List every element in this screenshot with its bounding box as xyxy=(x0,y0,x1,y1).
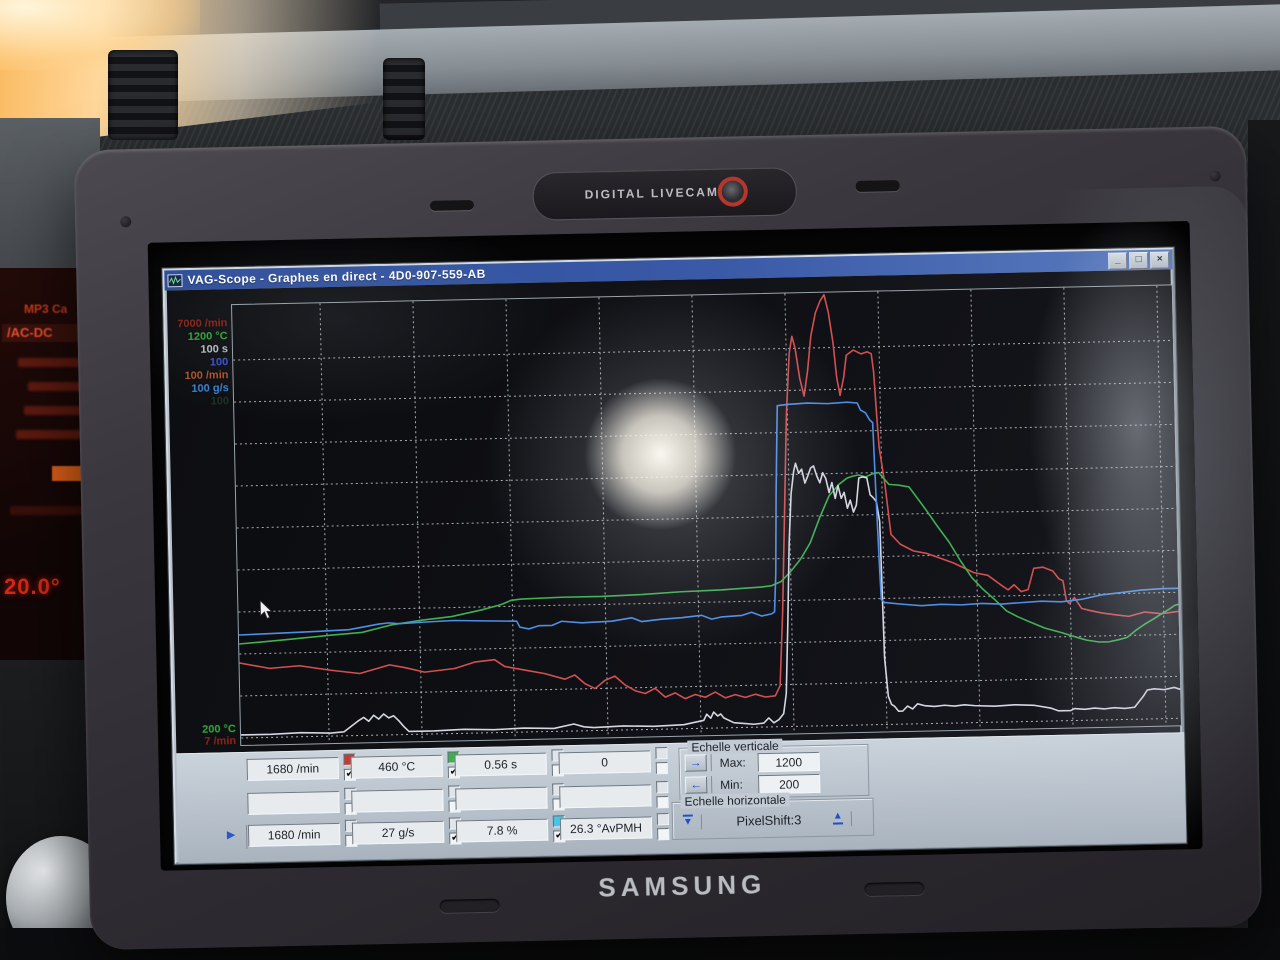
measurement-cell: 0 xyxy=(558,747,671,778)
channel-min-labels: 200 °C 7 /min xyxy=(176,723,236,748)
scale-label: 100 g/s xyxy=(191,382,229,395)
laptop: DIGITAL LIVECAM SAMSUNG VAG-Scope - Grap… xyxy=(73,125,1263,951)
play-button[interactable]: ► xyxy=(223,826,239,843)
horizontal-scale-group: Echelle horizontale ▼ PixelShift:3 ▲ xyxy=(671,792,875,840)
maximize-button[interactable]: □ xyxy=(1129,251,1149,269)
bezel-screw xyxy=(1209,170,1221,182)
scale-max-increase-button[interactable]: → xyxy=(684,754,707,772)
color-swatch[interactable] xyxy=(656,781,669,794)
divider xyxy=(700,814,703,830)
webcam-lens xyxy=(717,176,749,207)
divider xyxy=(710,776,713,794)
value-box[interactable]: 7.8 % xyxy=(455,818,549,843)
stereo-track-label: /AC-DC xyxy=(2,324,99,342)
divider xyxy=(850,811,853,827)
value-box[interactable] xyxy=(351,788,444,813)
min-label: Min: xyxy=(720,777,743,792)
air-vent xyxy=(108,50,178,140)
measurement-cell xyxy=(455,783,568,814)
air-vent xyxy=(383,58,425,140)
stereo-source-label: MP3 Ca xyxy=(24,302,68,316)
vertical-scale-group: Echelle verticale → Max: 1200 ← Min: 200 xyxy=(678,738,870,800)
graph-area: 7000 /min 1200 °C 100 s 100 100 /min 100… xyxy=(166,269,1183,754)
bezel-indent xyxy=(439,898,500,913)
mouse-cursor-icon xyxy=(259,600,273,619)
microphone-slot xyxy=(429,199,475,211)
measurement-cell xyxy=(247,787,360,819)
channel-checkbox[interactable] xyxy=(655,762,668,775)
scale-label: 100 s xyxy=(200,343,229,356)
value-box[interactable] xyxy=(559,784,652,809)
measurement-cell: 7.8 % ✔ xyxy=(455,815,569,846)
laptop-screen: VAG-Scope - Graphes en direct - 4D0-907-… xyxy=(147,221,1203,871)
scale-min-decrease-button[interactable]: ← xyxy=(685,776,708,794)
trace-duty xyxy=(238,401,1179,636)
stereo-list-row xyxy=(18,358,94,367)
value-box[interactable]: 0.56 s xyxy=(454,752,547,777)
max-label: Max: xyxy=(719,755,746,770)
expand-timebase-button[interactable]: ▲ xyxy=(833,810,843,825)
measurement-cell: 0.56 s xyxy=(454,749,567,780)
minimize-button[interactable]: _ xyxy=(1108,251,1128,270)
scale-min-label: 7 /min xyxy=(204,735,237,748)
channel-checkbox[interactable] xyxy=(656,796,669,809)
trace-temp xyxy=(238,471,1180,645)
stereo-list-row xyxy=(28,382,94,391)
samsung-logo: SAMSUNG xyxy=(598,869,767,903)
pixelshift-label: PixelShift:3 xyxy=(736,812,802,829)
divider xyxy=(710,754,712,772)
webcam-label: DIGITAL LIVECAM xyxy=(584,184,720,202)
measurement-cell: 27 g/s ✔ xyxy=(351,817,465,848)
scale-label: 7000 /min xyxy=(177,317,228,331)
horizontal-scale-title: Echelle horizontale xyxy=(680,792,791,809)
max-value-box[interactable]: 1200 xyxy=(757,751,820,773)
temperature-display: 20.0° xyxy=(4,574,61,599)
min-value-box[interactable]: 200 xyxy=(757,773,821,795)
color-swatch[interactable] xyxy=(656,813,670,826)
value-box[interactable]: 27 g/s xyxy=(351,820,445,845)
microphone-slot xyxy=(855,180,900,192)
stereo-list-row xyxy=(16,430,96,439)
close-button[interactable]: × xyxy=(1150,250,1170,269)
measurement-cell xyxy=(559,781,672,812)
trace-rpm xyxy=(238,293,1180,700)
value-box[interactable]: 1680 /min xyxy=(247,822,341,847)
measurement-cell: 460 °C ✔ xyxy=(350,751,464,782)
plot xyxy=(231,284,1183,747)
value-box[interactable]: 0 xyxy=(558,750,651,775)
value-box[interactable] xyxy=(455,786,548,811)
compress-timebase-button[interactable]: ▼ xyxy=(682,814,693,828)
channel-checkbox[interactable] xyxy=(657,828,670,841)
scale-label: 1200 °C xyxy=(187,330,228,344)
value-box[interactable]: 460 °C xyxy=(350,754,443,779)
measurement-cell: 1680 /min ✔ xyxy=(246,753,360,785)
color-swatch[interactable] xyxy=(655,747,668,760)
bezel-indent xyxy=(864,881,925,896)
measurement-cell: 1680 /min xyxy=(247,819,361,851)
value-box[interactable] xyxy=(247,790,340,815)
scale-label: 100 xyxy=(210,395,230,408)
trace-canvas xyxy=(233,285,1182,744)
stereo-list-row xyxy=(24,406,94,415)
measurement-cell xyxy=(351,785,464,816)
stereo-list-row xyxy=(10,506,82,515)
value-box[interactable]: 1680 /min xyxy=(246,756,339,781)
vagscope-window: VAG-Scope - Graphes en direct - 4D0-907-… xyxy=(161,246,1188,866)
scale-label: 100 xyxy=(209,356,229,369)
scale-label: 100 /min xyxy=(184,369,229,383)
webcam-housing: DIGITAL LIVECAM xyxy=(532,167,798,221)
controls-panel: ► 1680 /min ✔ 460 °C ✔ 0.56 s xyxy=(176,732,1187,864)
grid xyxy=(233,285,1181,744)
channel-scale-labels: 7000 /min 1200 °C 100 s 100 100 /min 100… xyxy=(167,317,229,409)
value-box[interactable]: 26.3 °AvPMH xyxy=(559,816,653,841)
app-icon xyxy=(167,273,183,287)
measurement-cell: 26.3 °AvPMH xyxy=(559,813,673,844)
bezel-screw xyxy=(120,216,132,228)
